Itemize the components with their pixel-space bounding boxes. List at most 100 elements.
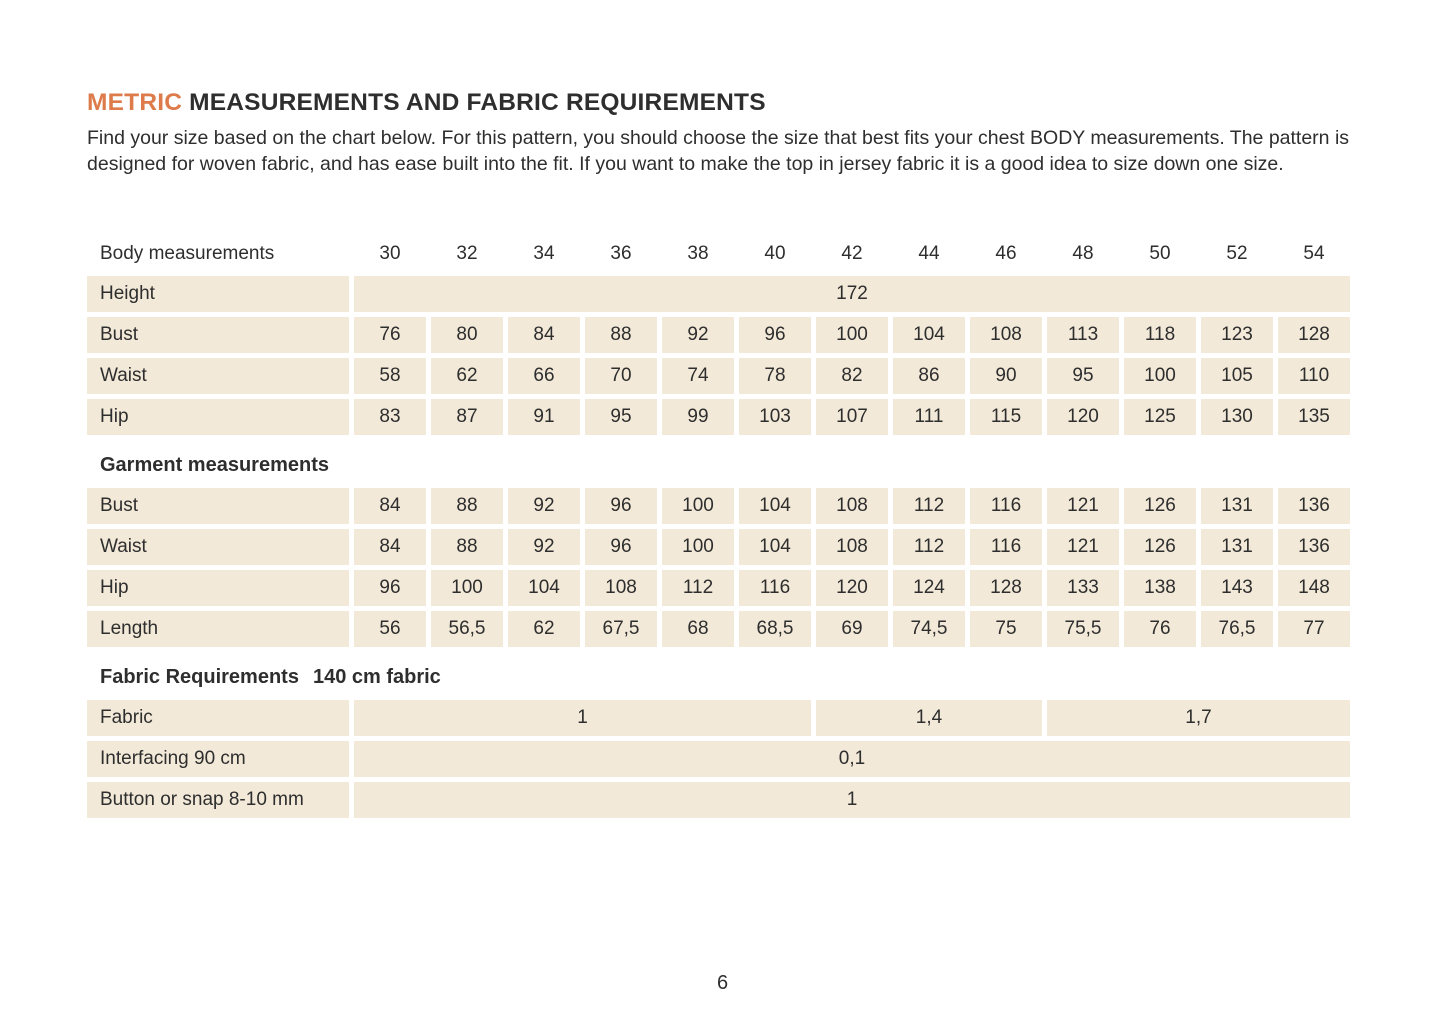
size-table: Body measurements 30 32 34 36 38 40 42 44 46 48 50 5… <box>87 235 1350 818</box>
value-cell: 56,5 <box>431 611 503 647</box>
value-cell: 107 <box>816 399 888 435</box>
value-cell: 1 <box>354 700 811 736</box>
table-row: Fabric 1 1,4 1,7 <box>87 700 1350 736</box>
value-cell: 96 <box>585 529 657 565</box>
value-cell: 96 <box>354 570 426 606</box>
value-cell: 77 <box>1278 611 1350 647</box>
value-cell: 123 <box>1201 317 1273 353</box>
size-column-header: 46 <box>995 242 1017 264</box>
value-cell: 143 <box>1201 570 1273 606</box>
row-label: Hip <box>87 570 349 606</box>
table-row: Bust 84 88 92 96 100 104 108 112 116 121 126 131 136 <box>87 488 1350 524</box>
value-cell: 121 <box>1047 529 1119 565</box>
section-title: Fabric Requirements <box>100 666 299 688</box>
value-cell: 108 <box>816 488 888 524</box>
value-cell: 103 <box>739 399 811 435</box>
value-cell: 90 <box>970 358 1042 394</box>
value-cell: 86 <box>893 358 965 394</box>
value-cell: 125 <box>1124 399 1196 435</box>
size-column-header: 32 <box>456 242 478 264</box>
value-cell: 84 <box>354 529 426 565</box>
row-label: Waist <box>87 358 349 394</box>
value-cell: 136 <box>1278 488 1350 524</box>
value-cell: 75 <box>970 611 1042 647</box>
value-cell: 62 <box>508 611 580 647</box>
page-title-rest: MEASUREMENTS AND FABRIC REQUIREMENTS <box>182 89 766 116</box>
table-row: Length 56 56,5 62 67,5 68 68,5 69 74,5 75 75,5 76 76… <box>87 611 1350 647</box>
value-cell: 96 <box>585 488 657 524</box>
value-cell: 108 <box>585 570 657 606</box>
value-cell: 121 <box>1047 488 1119 524</box>
value-cell: 120 <box>1047 399 1119 435</box>
value-cell: 108 <box>970 317 1042 353</box>
page-title: METRIC MEASUREMENTS AND FABRIC REQUIREME… <box>87 88 1350 118</box>
value-cell: 96 <box>739 317 811 353</box>
value-cell: 118 <box>1124 317 1196 353</box>
value-cell: 104 <box>508 570 580 606</box>
table-row: Button or snap 8-10 mm 1 <box>87 782 1350 818</box>
row-label: Waist <box>87 529 349 565</box>
value-cell: 91 <box>508 399 580 435</box>
value-cell: 74 <box>662 358 734 394</box>
value-cell: 126 <box>1124 488 1196 524</box>
value-cell: 95 <box>1047 358 1119 394</box>
value-cell: 116 <box>739 570 811 606</box>
value-cell: 69 <box>816 611 888 647</box>
section-header: Garment measurements <box>87 440 1350 488</box>
value-cell: 131 <box>1201 529 1273 565</box>
value-cell: 80 <box>431 317 503 353</box>
value-cell: 95 <box>585 399 657 435</box>
value-cell: 112 <box>662 570 734 606</box>
value-cell: 133 <box>1047 570 1119 606</box>
table-header-row: Body measurements 30 32 34 36 38 40 42 44 46 48 50 5… <box>87 235 1350 272</box>
page-title-accent: METRIC <box>87 89 183 116</box>
value-cell: 113 <box>1047 317 1119 353</box>
value-cell: 148 <box>1278 570 1350 606</box>
value-cell: 126 <box>1124 529 1196 565</box>
value-cell: 0,1 <box>354 741 1350 777</box>
size-column-header: 42 <box>841 242 863 264</box>
size-column-header: 54 <box>1303 242 1325 264</box>
size-column-header: 36 <box>610 242 632 264</box>
value-cell: 172 <box>354 276 1350 312</box>
value-cell: 76 <box>354 317 426 353</box>
page-number: 6 <box>716 972 729 994</box>
value-cell: 62 <box>431 358 503 394</box>
value-cell: 83 <box>354 399 426 435</box>
value-cell: 112 <box>893 529 965 565</box>
value-cell: 99 <box>662 399 734 435</box>
size-column-header: 44 <box>918 242 940 264</box>
value-cell: 88 <box>431 529 503 565</box>
value-cell: 120 <box>816 570 888 606</box>
size-column-header: 52 <box>1226 242 1248 264</box>
value-cell: 128 <box>970 570 1042 606</box>
table-row: Bust 76 80 84 88 92 96 100 104 108 113 118 123 128 <box>87 317 1350 353</box>
value-cell: 66 <box>508 358 580 394</box>
value-cell: 116 <box>970 488 1042 524</box>
value-cell: 1 <box>354 782 1350 818</box>
value-cell: 68 <box>662 611 734 647</box>
value-cell: 100 <box>1124 358 1196 394</box>
row-label: Interfacing 90 cm <box>87 741 349 777</box>
value-cell: 136 <box>1278 529 1350 565</box>
row-label: Bust <box>87 317 349 353</box>
table-row: Waist 58 62 66 70 74 78 82 86 90 95 100 105 110 <box>87 358 1350 394</box>
value-cell: 100 <box>662 488 734 524</box>
value-cell: 68,5 <box>739 611 811 647</box>
value-cell: 135 <box>1278 399 1350 435</box>
intro-paragraph: Find your size based on the chart below.… <box>87 127 1350 175</box>
value-cell: 104 <box>739 488 811 524</box>
value-cell: 104 <box>739 529 811 565</box>
row-label: Length <box>87 611 349 647</box>
value-cell: 1,4 <box>816 700 1042 736</box>
value-cell: 100 <box>431 570 503 606</box>
value-cell: 115 <box>970 399 1042 435</box>
value-cell: 58 <box>354 358 426 394</box>
value-cell: 76 <box>1124 611 1196 647</box>
table-row: Height 172 <box>87 276 1350 312</box>
row-label: Hip <box>87 399 349 435</box>
value-cell: 100 <box>816 317 888 353</box>
value-cell: 1,7 <box>1047 700 1350 736</box>
table-row: Waist 84 88 92 96 100 104 108 112 116 121 126 131 136 <box>87 529 1350 565</box>
value-cell: 84 <box>508 317 580 353</box>
